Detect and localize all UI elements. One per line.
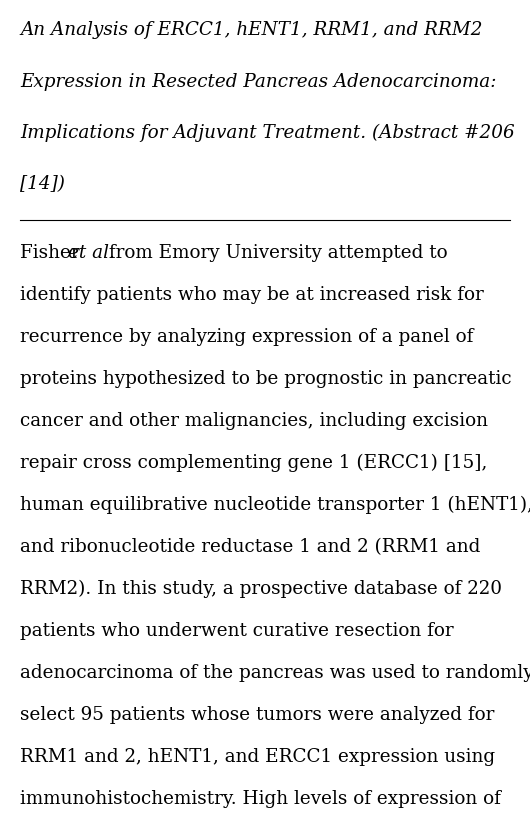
Text: patients who underwent curative resection for: patients who underwent curative resectio… (20, 622, 454, 640)
Text: select 95 patients whose tumors were analyzed for: select 95 patients whose tumors were ana… (20, 706, 494, 724)
Text: [14]): [14]) (20, 175, 65, 193)
Text: human equilibrative nucleotide transporter 1 (hENT1),: human equilibrative nucleotide transport… (20, 496, 530, 514)
Text: RRM1 and 2, hENT1, and ERCC1 expression using: RRM1 and 2, hENT1, and ERCC1 expression … (20, 748, 495, 766)
Text: proteins hypothesized to be prognostic in pancreatic: proteins hypothesized to be prognostic i… (20, 370, 512, 388)
Text: Implications for Adjuvant Treatment. (Abstract #206: Implications for Adjuvant Treatment. (Ab… (20, 124, 515, 142)
Text: cancer and other malignancies, including excision: cancer and other malignancies, including… (20, 412, 488, 430)
Text: repair cross complementing gene 1 (ERCC1) [15],: repair cross complementing gene 1 (ERCC1… (20, 454, 488, 472)
Text: RRM2). In this study, a prospective database of 220: RRM2). In this study, a prospective data… (20, 580, 502, 598)
Text: An Analysis of ERCC1, hENT1, RRM1, and RRM2: An Analysis of ERCC1, hENT1, RRM1, and R… (20, 21, 483, 40)
Text: identify patients who may be at increased risk for: identify patients who may be at increase… (20, 286, 484, 304)
Text: and ribonucleotide reductase 1 and 2 (RRM1 and: and ribonucleotide reductase 1 and 2 (RR… (20, 538, 481, 556)
Text: adenocarcinoma of the pancreas was used to randomly: adenocarcinoma of the pancreas was used … (20, 664, 530, 682)
Text: from Emory University attempted to: from Emory University attempted to (103, 244, 448, 262)
Text: immunohistochemistry. High levels of expression of: immunohistochemistry. High levels of exp… (20, 790, 501, 808)
Text: Fisher: Fisher (20, 244, 86, 262)
Text: recurrence by analyzing expression of a panel of: recurrence by analyzing expression of a … (20, 328, 473, 346)
Text: Expression in Resected Pancreas Adenocarcinoma:: Expression in Resected Pancreas Adenocar… (20, 73, 497, 91)
Text: et al.: et al. (68, 244, 114, 262)
